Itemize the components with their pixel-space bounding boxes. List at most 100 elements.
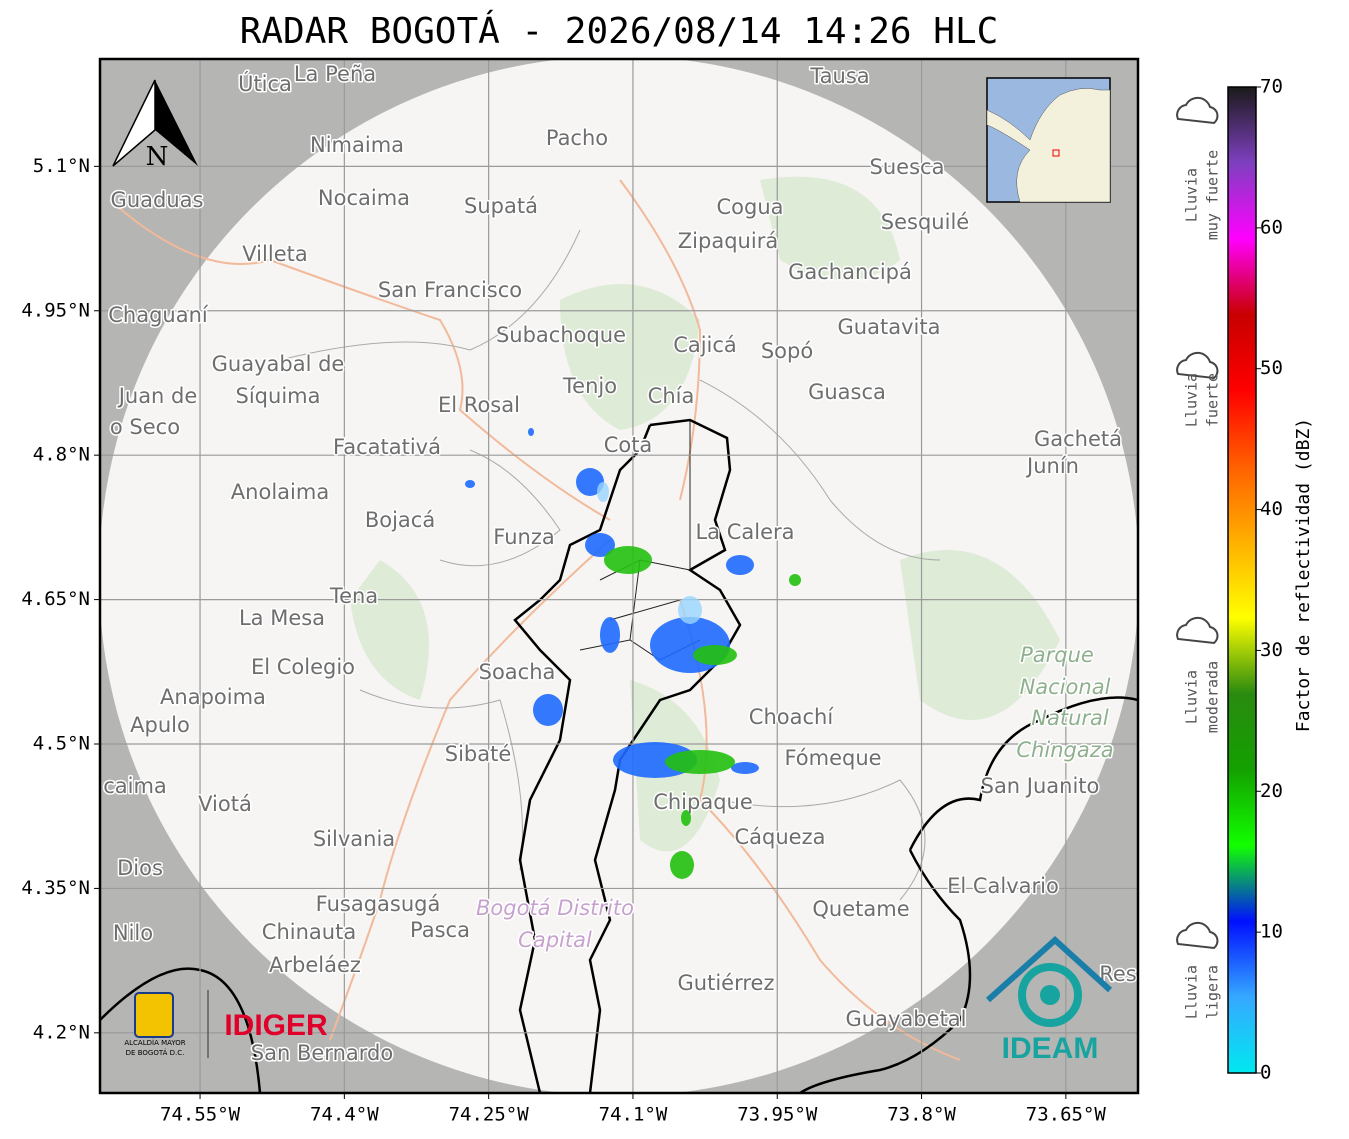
colorbar-tick-label: 50	[1260, 357, 1283, 379]
place-name: Nilo	[113, 921, 153, 945]
x-tick-label: 74.55°W	[160, 1104, 241, 1126]
place-name: Sibaté	[445, 742, 512, 766]
place-name: Quetame	[812, 897, 909, 921]
place-name: Apulo	[130, 713, 190, 737]
logos: ALCALDÍA MAYOR DE BOGOTÁ D.C. IDIGER IDE…	[124, 935, 1113, 1065]
place-name: Junín	[1025, 454, 1079, 478]
place-name: El Calvario	[947, 874, 1059, 898]
place-name: Chinauta	[262, 920, 356, 944]
x-tick-label: 74.25°W	[449, 1104, 530, 1126]
place-name: Cota	[604, 433, 653, 457]
y-tick-label: 4.2°N	[33, 1021, 90, 1043]
colorbar-label: Factor de reflectividad (dBZ)	[1293, 418, 1314, 732]
ideam-logo: IDEAM	[1002, 1032, 1099, 1065]
place-name: Síquima	[236, 384, 321, 408]
north-label: N	[146, 142, 169, 172]
park-name: Chingaza	[1016, 738, 1113, 762]
colorbar-tick-label: 0	[1260, 1062, 1271, 1084]
place-name: Tena	[329, 584, 378, 608]
place-name: San Bernardo	[251, 1041, 393, 1065]
places: Útica La Peña Tausa Pacho Nimaima Suesca Guadu…	[102, 61, 1138, 1067]
north-arrow: N	[112, 79, 198, 172]
place-name: Anapoima	[160, 685, 266, 709]
rain-label: Lluvia	[1183, 670, 1201, 724]
title: RADAR BOGOTÁ - 2026/08/14 14:26 HLC	[240, 10, 999, 52]
place-name: Soacha	[479, 660, 556, 684]
y-tick-label: 5.1°N	[33, 155, 90, 177]
place-name: Bojacá	[365, 508, 435, 532]
park-name: Nacional	[1020, 675, 1111, 699]
place-name: San Francisco	[378, 278, 522, 302]
x-tick-label: 73.65°W	[1026, 1104, 1107, 1126]
place-name: La Mesa	[239, 606, 325, 630]
rain-label: ligera	[1204, 965, 1222, 1019]
place-name: Cajicá	[673, 333, 737, 357]
colorbar-tick-label: 20	[1260, 780, 1283, 802]
district-name: Bogotá Distrito	[476, 896, 634, 920]
place-name: Guasca	[808, 380, 886, 404]
place-name: Suesca	[870, 155, 945, 179]
place-name: Pasca	[410, 918, 470, 942]
place-name: La Calera	[695, 520, 794, 544]
place-name: El Colegio	[251, 655, 355, 679]
place-name: Fusagasugá	[316, 892, 441, 916]
place-name: Sesquilé	[881, 210, 969, 234]
place-name: Gachancipá	[788, 260, 912, 284]
x-tick-label: 74.4°W	[310, 1104, 379, 1126]
x-tick-label: 74.1°W	[599, 1104, 668, 1126]
rain-label: muy fuerte	[1204, 150, 1222, 240]
district-name: Capital	[518, 928, 592, 952]
y-tick-label: 4.65°N	[21, 588, 90, 610]
place-name: Gutiérrez	[678, 971, 775, 995]
colorbar-tick-label: 70	[1260, 76, 1283, 98]
colorbar-tick-label: 40	[1260, 498, 1283, 520]
colorbar-tick-label: 60	[1260, 216, 1283, 238]
idiger-logo: IDIGER	[224, 1009, 328, 1042]
alcaldia-line: ALCALDÍA MAYOR	[124, 1038, 185, 1047]
place-name: Viotá	[198, 792, 252, 816]
place-name: Chipaque	[653, 790, 753, 814]
place-name: Villeta	[242, 242, 307, 266]
rain-label: moderada	[1204, 661, 1222, 733]
place-name: Juan de	[117, 384, 198, 408]
y-tick-label: 4.8°N	[33, 444, 90, 466]
weather-icon	[1176, 921, 1219, 950]
park-name: Parque	[1020, 643, 1094, 667]
place-name: Chaguaní	[108, 303, 209, 327]
weather-icon	[1176, 351, 1219, 380]
place-name: Cáqueza	[735, 825, 826, 849]
radar-echoes	[465, 428, 801, 879]
x-tick-label: 73.8°W	[887, 1104, 956, 1126]
place-name: Nimaima	[310, 133, 404, 157]
place-name: caima	[103, 774, 167, 798]
colorbar-scale	[1227, 86, 1257, 1074]
y-tick-label: 4.5°N	[33, 733, 90, 755]
place-name: Supatá	[464, 194, 538, 218]
place-name: Guayabal de	[212, 352, 345, 376]
place-name: Guaduas	[111, 188, 204, 212]
place-name: Zipaquirá	[678, 229, 778, 253]
place-name: Cogua	[716, 195, 783, 219]
place-name: San Juanito	[981, 774, 1100, 798]
place-name: Anolaima	[231, 480, 329, 504]
place-name: Silvania	[313, 827, 395, 851]
place-name: Chía	[648, 384, 695, 408]
place-name: Tenjo	[562, 374, 617, 398]
rain-label: fuerte	[1204, 373, 1222, 427]
inset-map	[986, 77, 1111, 203]
y-tick-label: 4.95°N	[21, 299, 90, 321]
place-name: Subachoque	[496, 323, 626, 347]
map: Útica La Peña Tausa Pacho Nimaima Suesca Guadu…	[100, 59, 1138, 1093]
place-name: Útica	[238, 71, 292, 96]
weather-icon	[1176, 96, 1219, 125]
place-name: Arbeláez	[269, 953, 361, 977]
park-name: Natural	[1031, 706, 1109, 730]
weather-icon	[1176, 616, 1219, 645]
place-name: Guatavita	[838, 315, 941, 339]
roads	[109, 179, 961, 1061]
place-name: Choachí	[749, 705, 835, 729]
place-name: o Seco	[110, 415, 180, 439]
place-name: Dios	[117, 856, 163, 880]
place-name: Gachetá	[1034, 427, 1122, 451]
